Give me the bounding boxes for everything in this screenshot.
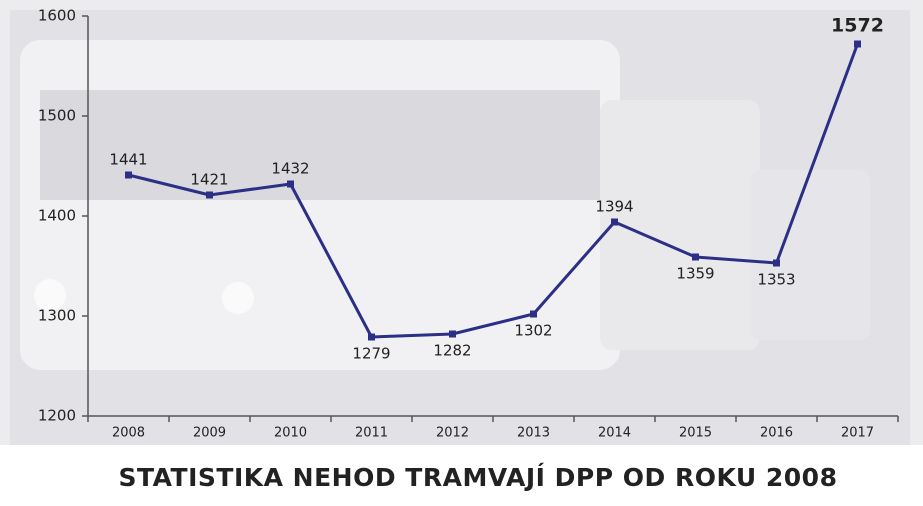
data-point: [125, 171, 132, 179]
chart-title: STATISTIKA NEHOD TRAMVAJÍ DPP OD ROKU 20…: [119, 463, 838, 492]
y-tick-label: 1500: [38, 107, 76, 125]
data-point: [611, 218, 618, 226]
data-label: 1572: [831, 15, 884, 37]
data-point: [368, 333, 375, 341]
data-label: 1282: [433, 342, 471, 360]
data-point: [287, 180, 294, 188]
y-tick-label: 1400: [38, 207, 76, 225]
x-tick-label: 2017: [841, 426, 874, 441]
data-point: [206, 191, 213, 199]
data-label: 1353: [757, 271, 795, 289]
data-point: [773, 259, 780, 267]
y-tick-label: 1200: [38, 407, 76, 425]
data-label: 1441: [109, 151, 147, 169]
data-label: 1432: [271, 160, 309, 178]
x-tick-label: 2012: [436, 426, 469, 441]
data-label: 1279: [352, 345, 390, 363]
y-tick-label: 1300: [38, 307, 76, 325]
data-point: [530, 310, 537, 318]
data-label: 1302: [514, 322, 552, 340]
x-tick-label: 2009: [193, 426, 226, 441]
data-point: [449, 330, 456, 338]
data-label: 1394: [595, 198, 633, 216]
x-tick-label: 2008: [112, 426, 145, 441]
data-label: 1359: [676, 265, 714, 283]
x-tick-label: 2010: [274, 426, 307, 441]
data-line: [128, 43, 859, 339]
data-point: [854, 40, 861, 48]
x-tick-label: 2015: [679, 426, 712, 441]
x-tick-label: 2016: [760, 426, 793, 441]
x-tick-label: 2011: [355, 426, 388, 441]
x-tick-label: 2014: [598, 426, 631, 441]
data-label: 1421: [190, 171, 228, 189]
data-point: [692, 253, 699, 261]
y-tick-label: 1600: [38, 7, 76, 25]
x-tick-label: 2013: [517, 426, 550, 441]
